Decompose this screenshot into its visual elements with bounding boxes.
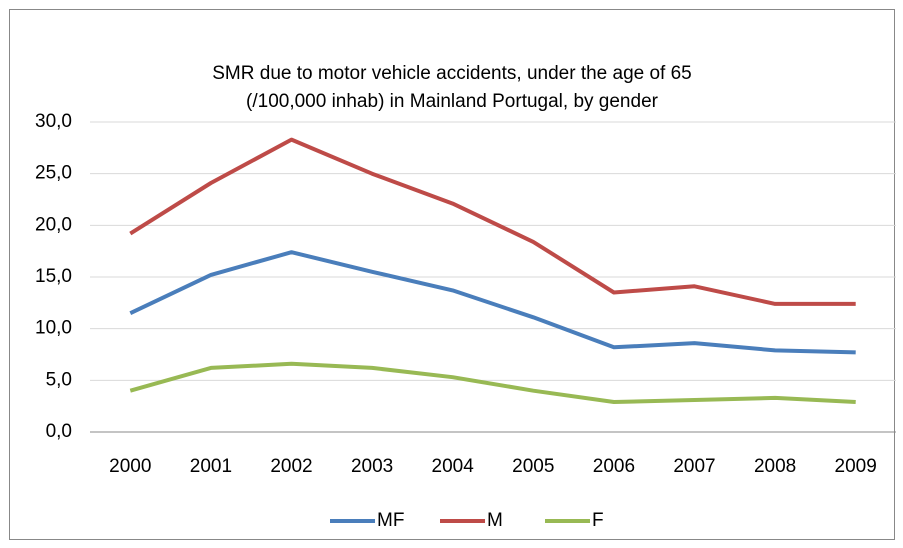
legend-label: M [487,510,503,531]
x-tick-label: 2003 [351,456,393,477]
x-tick-label: 2006 [593,456,635,477]
y-tick-label: 10,0 [35,318,72,339]
legend-label: MF [377,510,404,531]
x-tick-label: 2000 [109,456,151,477]
legend-label: F [592,510,604,531]
y-tick-label: 0,0 [46,421,72,442]
x-tick-label: 2007 [673,456,715,477]
series-line [129,137,856,306]
x-tick-label: 2002 [270,456,312,477]
x-tick-label: 2005 [512,456,554,477]
x-tick-label: 2004 [432,456,475,477]
series-line [129,361,856,404]
x-tick-label: 2008 [754,456,796,477]
series-line [129,250,856,355]
y-tick-label: 30,0 [35,111,72,132]
x-tick-label: 2009 [835,456,877,477]
chart-border [9,9,895,540]
chart-title: SMR due to motor vehicle accidents, unde… [212,63,692,112]
y-tick-label: 5,0 [46,369,72,390]
x-tick-label: 2001 [190,456,232,477]
y-tick-label: 20,0 [35,214,72,235]
y-tick-label: 25,0 [35,163,72,184]
y-tick-label: 15,0 [35,266,72,287]
